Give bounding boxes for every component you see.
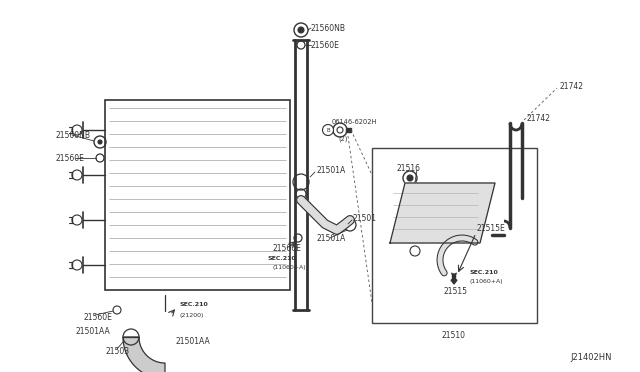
PathPatch shape — [123, 337, 165, 372]
Text: SEC.210: SEC.210 — [179, 302, 208, 308]
Text: (11060+A): (11060+A) — [273, 264, 307, 269]
Text: 21501AA: 21501AA — [75, 327, 109, 337]
Text: SEC.210: SEC.210 — [268, 256, 297, 260]
Text: 21515E: 21515E — [477, 224, 506, 232]
Text: 21560E: 21560E — [311, 41, 340, 49]
Text: 06146-6202H: 06146-6202H — [332, 119, 378, 125]
Circle shape — [98, 140, 102, 144]
Text: 21501AA: 21501AA — [175, 337, 210, 346]
Text: B: B — [326, 128, 330, 132]
Text: (2): (2) — [338, 136, 348, 142]
Text: (11060+A): (11060+A) — [470, 279, 504, 285]
Text: 21501A: 21501A — [317, 166, 346, 174]
Text: 21501A: 21501A — [317, 234, 346, 243]
Polygon shape — [390, 183, 495, 243]
Circle shape — [407, 175, 413, 181]
Text: 21560E: 21560E — [273, 244, 302, 253]
Text: SEC.210: SEC.210 — [470, 270, 499, 276]
Bar — [346, 128, 351, 132]
Text: (21200): (21200) — [179, 312, 204, 317]
Text: 21742: 21742 — [560, 81, 584, 90]
Text: 21560NB: 21560NB — [311, 23, 346, 32]
Text: 21742: 21742 — [527, 113, 551, 122]
Circle shape — [323, 125, 333, 135]
Text: 21516: 21516 — [397, 164, 421, 173]
Text: 21515: 21515 — [444, 288, 468, 296]
Text: 21510: 21510 — [442, 330, 466, 340]
Text: 21560E: 21560E — [55, 154, 84, 163]
FancyArrow shape — [451, 274, 457, 284]
Text: 21560E: 21560E — [83, 312, 112, 321]
Text: J21402HN: J21402HN — [570, 353, 611, 362]
Bar — [372, 148, 537, 323]
Text: 21560NB: 21560NB — [55, 131, 90, 140]
Text: 21501: 21501 — [353, 214, 377, 222]
Bar — [105, 100, 290, 290]
Text: 21503: 21503 — [105, 347, 129, 356]
Circle shape — [298, 27, 304, 33]
